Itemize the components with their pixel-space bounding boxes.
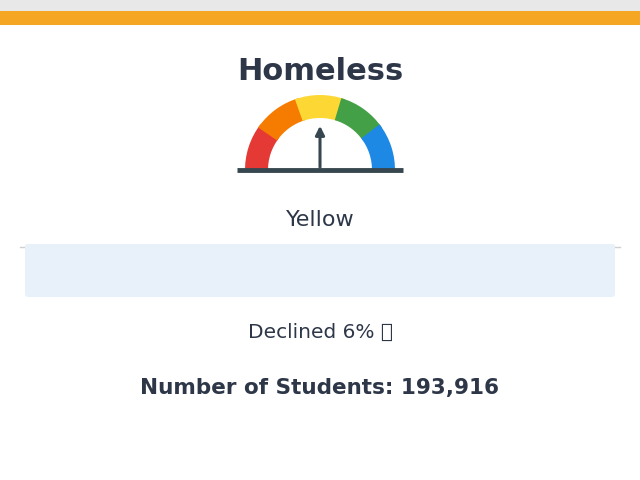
Wedge shape — [361, 124, 395, 172]
Text: Yellow: Yellow — [285, 210, 355, 230]
FancyBboxPatch shape — [25, 244, 615, 297]
Bar — [0, 0, 640, 12]
Wedge shape — [335, 98, 382, 141]
Wedge shape — [295, 95, 345, 121]
Text: 32.7% chronically absent: 32.7% chronically absent — [184, 261, 456, 281]
Text: Homeless: Homeless — [237, 58, 403, 86]
Text: Number of Students: 193,916: Number of Students: 193,916 — [141, 378, 499, 398]
Text: Declined 6% ⓩ: Declined 6% ⓩ — [248, 323, 392, 341]
Wedge shape — [245, 124, 279, 172]
Bar — [0, 11, 640, 25]
Wedge shape — [258, 98, 305, 141]
